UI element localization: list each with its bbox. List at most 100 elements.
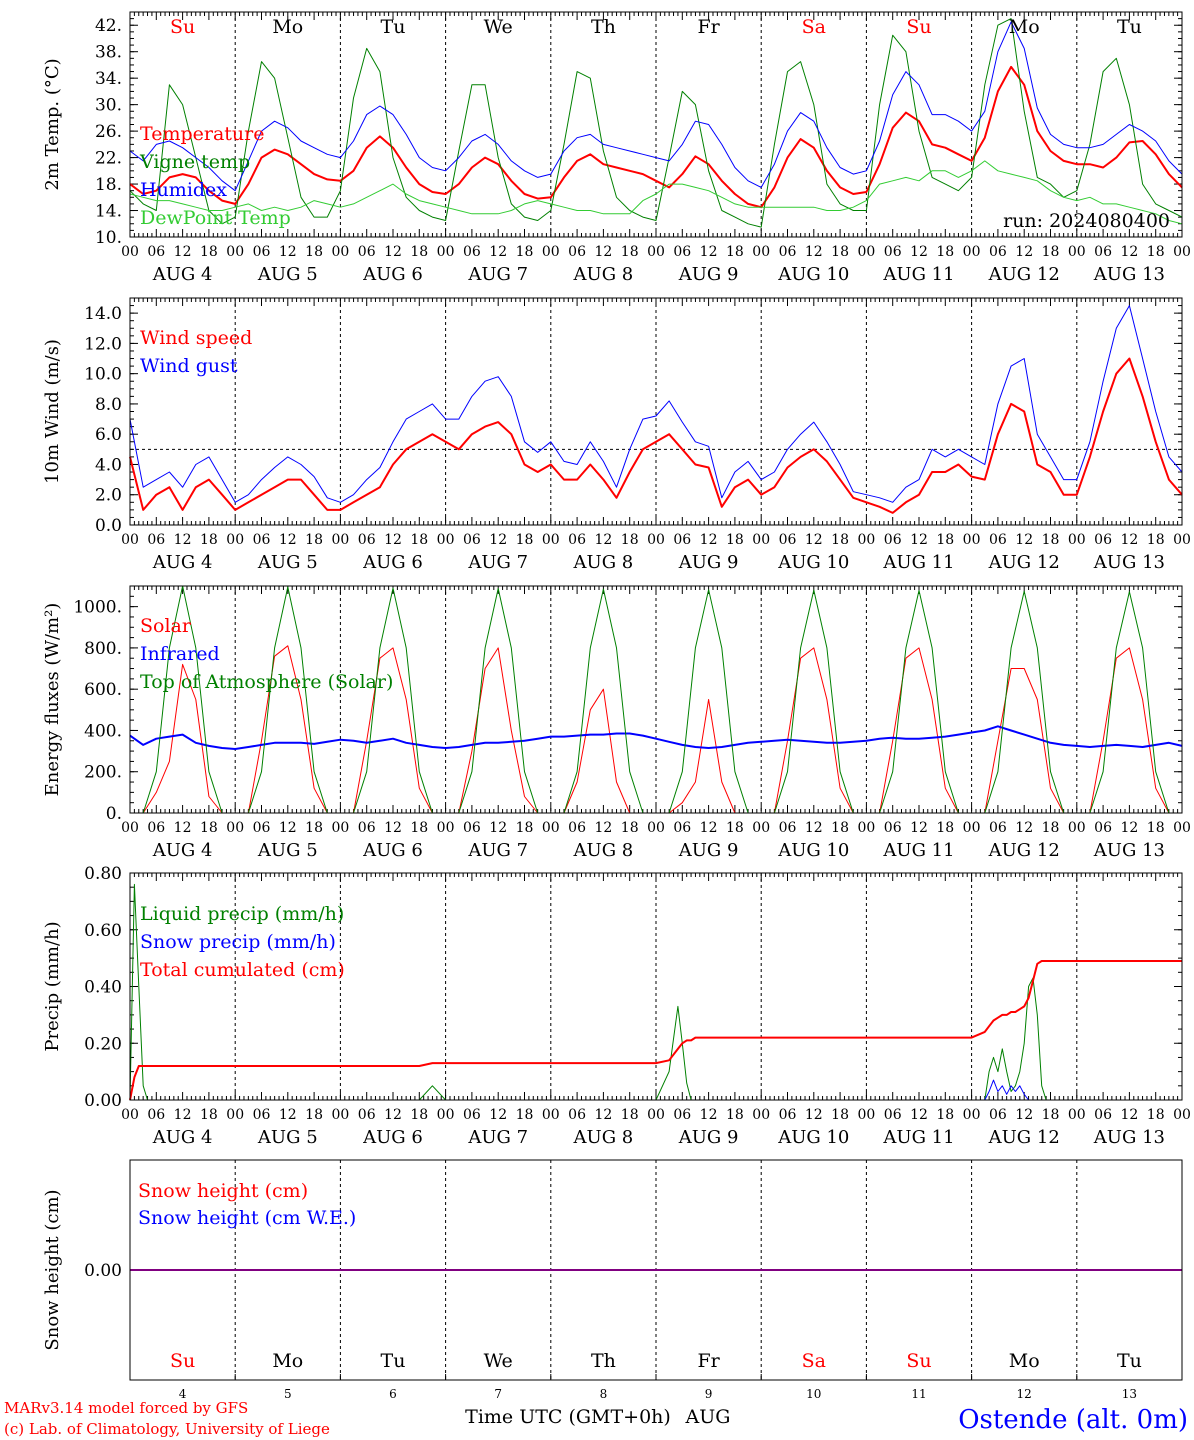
hour-label: 00 [226,532,244,548]
hour-label: 06 [358,820,376,836]
date-label: AUG 4 [152,840,213,861]
hour-label: 12 [1120,244,1138,260]
date-label: AUG 12 [988,552,1060,573]
hour-label: 12 [174,244,192,260]
hour-label: 12 [805,244,823,260]
date-label: AUG 6 [362,264,423,285]
hour-label: 18 [516,1107,534,1123]
hour-label: 12 [489,532,507,548]
hour-label: 18 [1147,532,1165,548]
hour-label: 00 [752,244,770,260]
hour-label: 18 [831,1107,849,1123]
date-label: AUG 4 [152,552,213,573]
hour-label: 00 [226,1107,244,1123]
hour-label: 18 [621,244,639,260]
weekday-label: Tu [1117,1350,1142,1372]
hour-label: 12 [174,532,192,548]
hour-label: 00 [647,820,665,836]
hour-label: 00 [963,532,981,548]
hour-label: 18 [936,532,954,548]
hour-label: 06 [884,1107,902,1123]
hour-label: 12 [700,820,718,836]
hour-label: 00 [1068,244,1086,260]
hour-label: 06 [673,532,691,548]
legend-entry: Temperature [140,123,264,145]
hour-label: 18 [305,532,323,548]
hour-label: 06 [253,820,271,836]
y-tick-label: 26. [95,122,122,142]
hour-label: 00 [1173,244,1191,260]
hour-label: 12 [174,1107,192,1123]
hour-label: 18 [621,532,639,548]
date-label: AUG 10 [777,840,849,861]
weekday-label: Mo [272,16,303,38]
hour-label: 00 [1068,820,1086,836]
weekday-label: Tu [381,16,406,38]
legend-entry: Top of Atmosphere (Solar) [140,671,393,693]
hour-label: 00 [1173,532,1191,548]
hour-label: 12 [384,820,402,836]
hour-label: 06 [989,532,1007,548]
y-tick-label: 0. [106,804,122,824]
y-tick-label: 18. [95,175,122,195]
weekday-label: Su [906,16,931,38]
hour-label: 18 [410,532,428,548]
hour-label: 12 [1015,532,1033,548]
y-tick-label: 42. [95,16,122,36]
y-tick-label: 0.00 [84,1091,122,1111]
hour-label: 00 [647,244,665,260]
hour-label: 12 [384,532,402,548]
date-label: AUG 8 [573,840,634,861]
hour-label: 06 [779,532,797,548]
hour-label: 06 [568,532,586,548]
y-tick-label: 200. [84,763,122,783]
legend-entry: Liquid precip (mm/h) [140,903,344,925]
panel-4: 0.00 0.20 0.40 0.60 0.80 Precip (mm/h) Liquid … [42,864,1191,1148]
legend-entry: Snow height (cm W.E.) [138,1207,356,1229]
hour-label: 00 [121,820,139,836]
y-tick-label: 14. [95,202,122,222]
date-label: AUG 9 [678,264,739,285]
hour-label: 18 [936,1107,954,1123]
day-number: 6 [389,1387,397,1401]
y-tick-label: 4.0 [95,455,122,475]
hour-label: 18 [936,820,954,836]
y-tick-label: 34. [95,69,122,89]
date-label: AUG 12 [988,1127,1060,1148]
series-line-3 [129,960,1182,1101]
hour-label: 00 [121,532,139,548]
hour-label: 06 [568,1107,586,1123]
weekday-label: Mo [1009,16,1040,38]
y-axis-label: Precip (mm/h) [42,921,63,1051]
hour-label: 18 [726,1107,744,1123]
hour-label: 06 [463,1107,481,1123]
hour-label: 12 [594,532,612,548]
hour-label: 12 [1120,532,1138,548]
y-tick-label: 10. [95,228,122,248]
plot-frame [129,872,1183,1101]
hour-label: 18 [1042,244,1060,260]
hour-label: 06 [463,532,481,548]
date-label: AUG 11 [882,264,954,285]
hour-label: 00 [226,244,244,260]
hour-label: 18 [1042,532,1060,548]
hour-label: 00 [437,820,455,836]
day-number: 11 [911,1387,926,1401]
weekday-label: Su [170,1350,195,1372]
panel-3: 0. 200. 400. 600. 800. 1000. Energy fluxes (W/… [42,585,1191,861]
hour-label: 00 [752,820,770,836]
day-number: 12 [1017,1387,1032,1401]
plot-frame [129,1159,1183,1381]
hour-label: 06 [568,820,586,836]
hour-label: 06 [253,532,271,548]
hour-label: 06 [673,820,691,836]
date-label: AUG 8 [573,1127,634,1148]
hour-label: 12 [700,244,718,260]
date-label: AUG 10 [777,552,849,573]
hour-label: 18 [516,820,534,836]
hour-label: 00 [542,244,560,260]
y-axis-label: Energy fluxes (W/m²) [42,603,63,797]
hour-label: 12 [1015,244,1033,260]
date-label: AUG 8 [573,552,634,573]
hour-label: 00 [542,1107,560,1123]
